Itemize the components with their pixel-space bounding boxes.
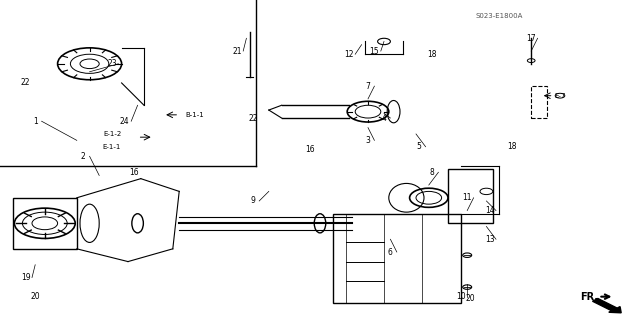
Text: 1: 1 [33,117,38,126]
Text: 22: 22 [248,114,257,122]
Text: 19: 19 [20,273,31,282]
Bar [531,86,547,118]
Text: 13: 13 [484,235,495,244]
Bar [448,169,493,223]
Text: 21: 21 [232,47,241,56]
Text: E-1-1: E-1-1 [103,144,121,150]
Text: 17: 17 [526,34,536,43]
Text: 16: 16 [129,168,140,177]
Text: 14: 14 [484,206,495,215]
Text: 16: 16 [305,145,316,154]
Text: E-1-2: E-1-2 [103,131,121,137]
Text: 5: 5 [417,142,422,151]
Text: B-1-1: B-1-1 [186,112,205,118]
Text: 18: 18 [428,50,436,59]
Text: 22: 22 [21,78,30,87]
Bar [333,214,461,303]
FancyArrow shape [593,299,621,313]
Text: 4: 4 [381,114,387,122]
Text: 20: 20 [465,294,476,303]
Text: 11: 11 [463,193,472,202]
Text: 8: 8 [429,168,435,177]
Text: E-7: E-7 [554,93,566,99]
Text: 12: 12 [344,50,353,59]
Text: 3: 3 [365,136,371,145]
Text: 7: 7 [365,82,371,91]
Text: 15: 15 [369,47,380,56]
Text: 23: 23 [107,59,117,68]
Text: S023-E1800A: S023-E1800A [476,13,523,19]
Text: 6: 6 [388,248,393,256]
Text: 18: 18 [508,142,516,151]
Text: 10: 10 [456,292,466,301]
Text: FR.: FR. [580,292,598,302]
Text: 2: 2 [81,152,86,161]
Text: 9: 9 [250,197,255,205]
Text: 24: 24 [120,117,130,126]
Bar [13,198,77,249]
Text: 20: 20 [30,292,40,301]
